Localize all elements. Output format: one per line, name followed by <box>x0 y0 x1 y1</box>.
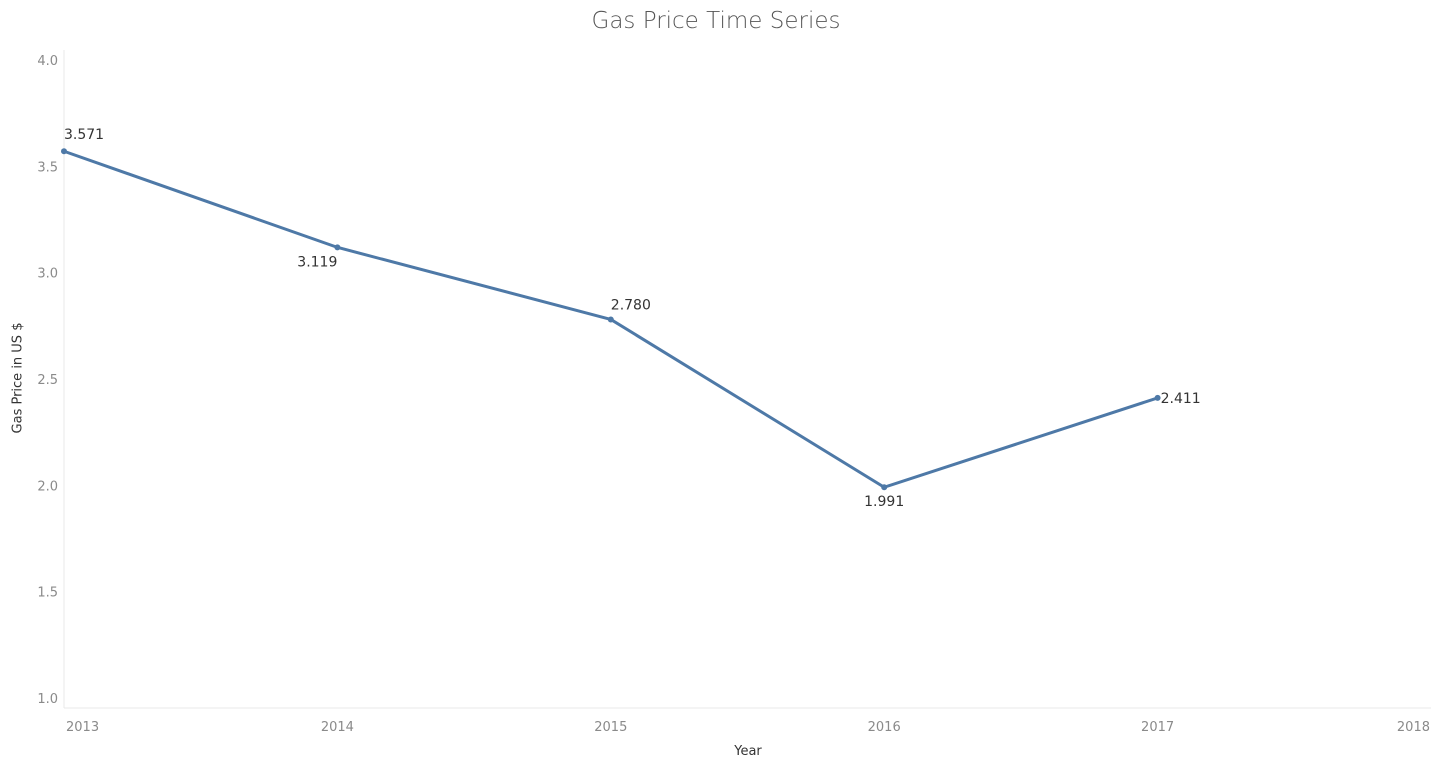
data-point <box>61 148 67 155</box>
x-tick-label: 2018 <box>1397 720 1430 735</box>
x-tick-label: 2015 <box>594 720 627 735</box>
data-point <box>334 244 341 251</box>
data-label: 3.571 <box>64 127 104 143</box>
x-tick-label: 2014 <box>321 720 354 735</box>
data-label: 1.991 <box>864 494 904 510</box>
x-axis-ticks: 2013 2014 2015 2016 2017 2018 <box>66 720 1430 735</box>
data-point <box>1154 394 1161 401</box>
y-tick-label: 2.5 <box>37 373 58 388</box>
data-labels: 3.571 3.119 2.780 1.991 2.411 <box>64 127 1201 510</box>
x-tick-label: 2016 <box>868 720 901 735</box>
y-tick-label: 4.0 <box>37 54 58 69</box>
series-layer <box>61 148 1161 491</box>
y-tick-label: 3.5 <box>37 160 58 175</box>
y-tick-label: 1.0 <box>37 692 58 707</box>
y-axis-ticks: 1.0 1.5 2.0 2.5 3.0 3.5 4.0 <box>37 54 58 707</box>
x-tick-label: 2017 <box>1141 720 1174 735</box>
data-label: 3.119 <box>297 254 337 270</box>
y-tick-label: 3.0 <box>37 267 58 282</box>
y-tick-label: 2.0 <box>37 479 58 494</box>
chart-title: Gas Price Time Series <box>591 8 841 34</box>
x-tick-label: 2013 <box>66 720 99 735</box>
data-point <box>881 484 888 491</box>
axes <box>63 50 1431 709</box>
data-label: 2.411 <box>1161 391 1201 407</box>
data-point <box>607 316 614 323</box>
y-tick-label: 1.5 <box>37 586 58 601</box>
data-label: 2.780 <box>611 297 651 313</box>
x-axis-label: Year <box>734 744 762 759</box>
